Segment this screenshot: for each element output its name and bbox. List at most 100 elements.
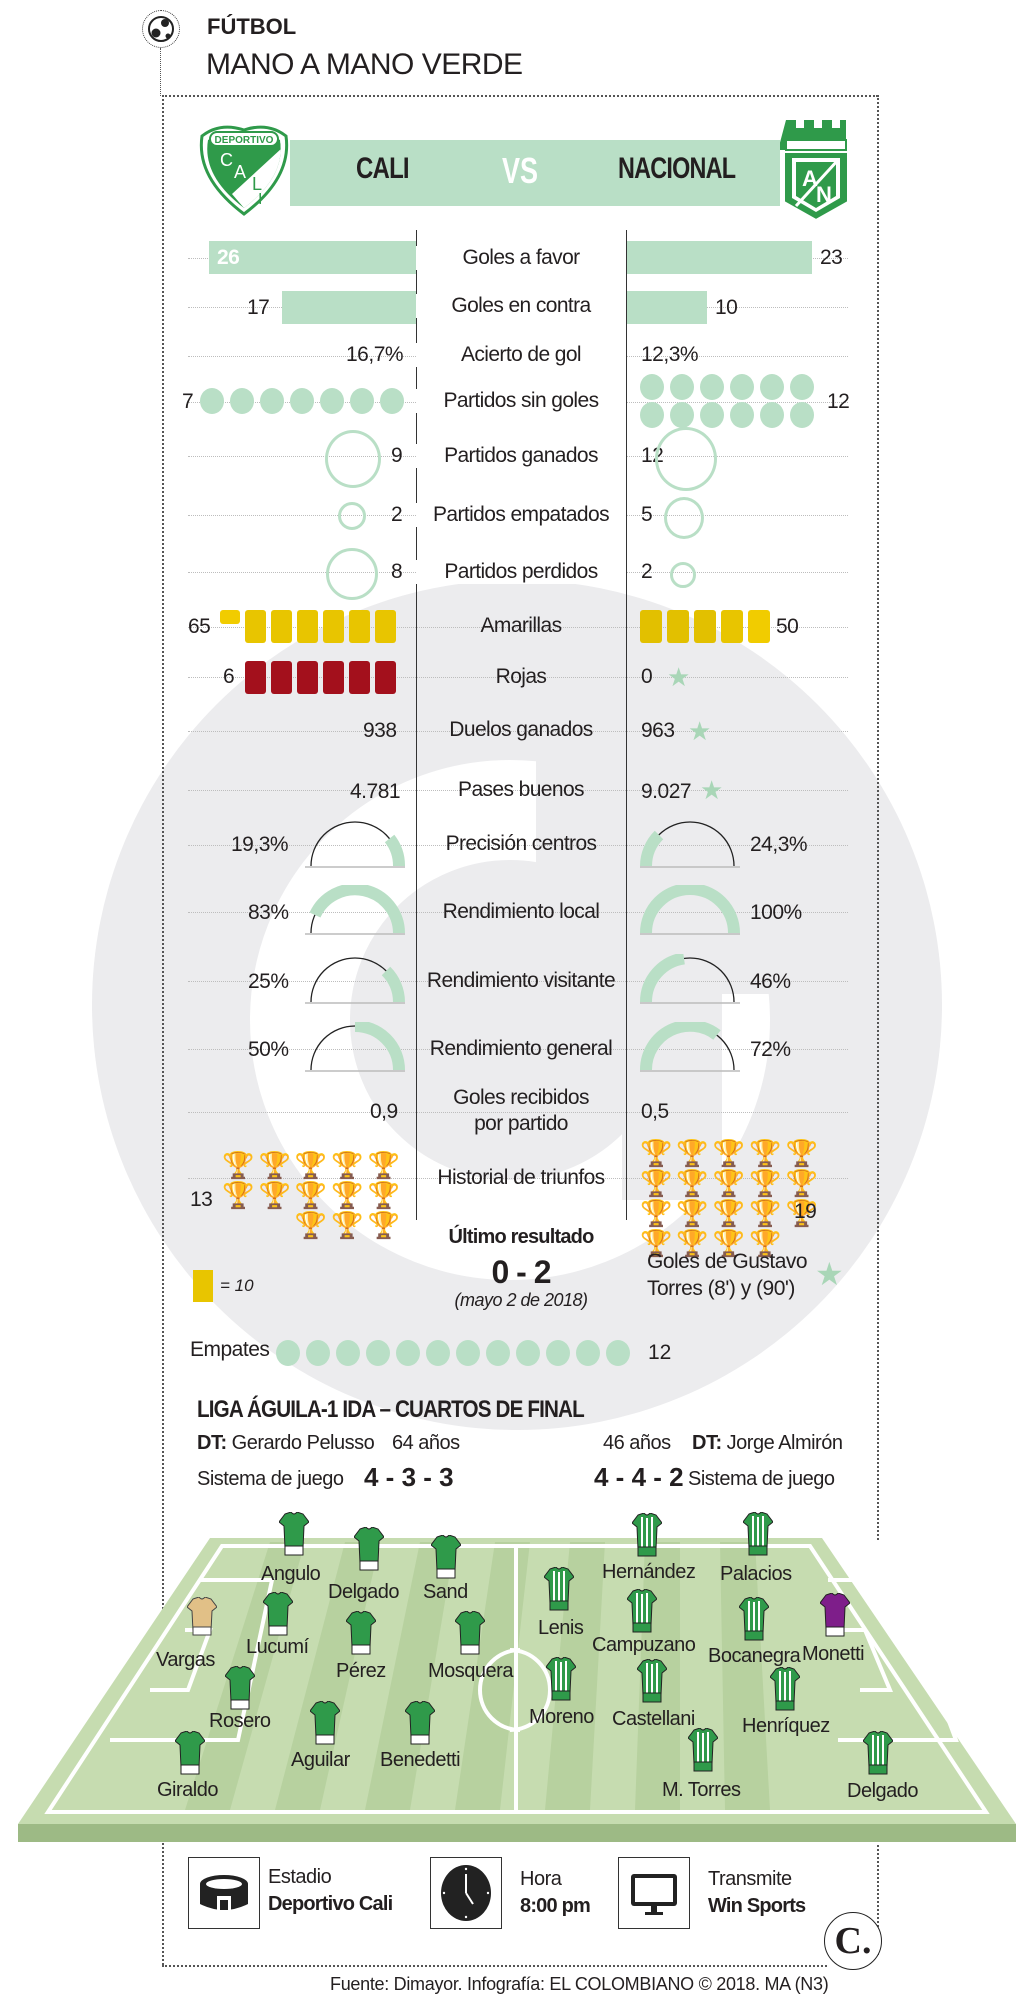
player-delgado-cali[interactable] xyxy=(353,1526,385,1578)
page-title: MANO A MANO VERDE xyxy=(206,48,523,81)
yellow-cards-left xyxy=(220,610,396,643)
value-left-general: 50% xyxy=(248,1038,289,1061)
star-icon: ★ xyxy=(667,662,691,692)
gauge-right-precision xyxy=(640,821,740,868)
last-result-title: Último resultado xyxy=(448,1226,595,1248)
stat-label-acierto: Acierto de gol xyxy=(416,343,626,367)
value-right-pases: 9.027 xyxy=(641,780,692,803)
player-lenis[interactable] xyxy=(543,1566,575,1618)
stat-label-recibidos-1: Goles recibidos xyxy=(453,1086,589,1109)
last-result-score: 0 - 2 xyxy=(491,1254,551,1290)
info-tv-line2: Win Sports xyxy=(708,1895,806,1917)
striped-jersey-icon xyxy=(545,1656,577,1701)
vs-banner xyxy=(290,140,780,206)
player-name: Sand xyxy=(423,1581,468,1603)
left-divider xyxy=(416,230,417,1220)
row-guide xyxy=(188,981,848,982)
frame-right-bottom xyxy=(877,1840,879,1955)
player-campuzano[interactable] xyxy=(626,1588,658,1640)
svg-text:N: N xyxy=(816,182,832,207)
value-left-visitante: 25% xyxy=(248,970,289,993)
star-icon: ★ xyxy=(700,775,724,805)
player-rosero[interactable] xyxy=(224,1665,256,1717)
red-cards-left xyxy=(245,661,396,694)
row-guide xyxy=(188,1178,848,1179)
stat-label-pases: Pases buenos xyxy=(458,778,585,801)
player-castellani[interactable] xyxy=(636,1658,668,1710)
jersey-icon xyxy=(353,1526,385,1571)
value-right-duelos: 963 xyxy=(641,719,675,742)
player-delgado-nacional[interactable] xyxy=(862,1730,894,1782)
value-right-precision: 24,3% xyxy=(750,833,808,856)
value-right-visitante: 46% xyxy=(750,970,791,993)
player-giraldo[interactable] xyxy=(174,1730,206,1782)
value-left-perdidos: 8 xyxy=(391,560,403,583)
value-right-recibidos: 0,5 xyxy=(641,1100,669,1123)
player-mosquera[interactable] xyxy=(454,1610,486,1662)
player-hernandez[interactable] xyxy=(631,1512,663,1564)
value-left-pases: 4.781 xyxy=(350,780,401,803)
player-aguilar[interactable] xyxy=(309,1700,341,1752)
player-name: Palacios xyxy=(720,1563,792,1585)
row-guide xyxy=(188,1049,848,1050)
section-label: FÚTBOL xyxy=(207,14,297,39)
value-right-goles-favor: 23 xyxy=(820,246,843,269)
player-angulo[interactable] xyxy=(278,1511,310,1563)
dots-left-sin-goles xyxy=(200,388,404,414)
value-left-local: 83% xyxy=(248,901,289,924)
value-left-amarillas: 65 xyxy=(188,615,211,638)
circle-right-ganados xyxy=(655,427,717,491)
player-name: Benedetti xyxy=(380,1749,461,1771)
player-henriquez[interactable] xyxy=(769,1666,801,1718)
stat-label-local: Rendimiento local xyxy=(442,900,600,923)
jersey-goalkeeper-icon xyxy=(186,1596,218,1636)
player-vargas[interactable] xyxy=(172,1596,232,1642)
trophies-right: 🏆 🏆 🏆 🏆 🏆 🏆 🏆 🏆 🏆 🏆 🏆 🏆 🏆 🏆 🏆 🏆 🏆 🏆 🏆 xyxy=(640,1138,818,1258)
bar-left-goles-contra xyxy=(282,291,416,324)
player-lucumi[interactable] xyxy=(262,1591,294,1643)
team-left-name: CALI xyxy=(356,152,410,185)
value-right-rojas: 0 xyxy=(641,665,653,688)
stat-label-duelos: Duelos ganados xyxy=(449,718,593,741)
value-right-historial: 19 xyxy=(794,1200,817,1223)
star-icon: ★ xyxy=(815,1256,844,1292)
player-name: Vargas xyxy=(156,1649,215,1671)
player-name: Castellani xyxy=(612,1708,695,1730)
player-name: Campuzano xyxy=(592,1634,696,1656)
yellow-cards-right xyxy=(640,610,770,643)
stat-label-general: Rendimiento general xyxy=(429,1037,613,1060)
player-palacios[interactable] xyxy=(742,1511,774,1563)
frame-left xyxy=(162,95,164,1965)
row-guide xyxy=(188,790,848,791)
circle-left-empatados xyxy=(338,502,366,530)
info-stadium-line1: Estadio xyxy=(268,1866,332,1888)
jersey-icon xyxy=(404,1700,436,1745)
value-left-goles-contra: 17 xyxy=(247,296,270,319)
striped-jersey-icon xyxy=(738,1596,770,1641)
player-moreno[interactable] xyxy=(545,1656,577,1708)
jersey-icon xyxy=(262,1591,294,1636)
tv-icon-box xyxy=(618,1857,690,1929)
cali-badge-icon: DEPORTIVO C A L I xyxy=(196,118,292,218)
player-name: Delgado xyxy=(328,1581,400,1603)
player-bocanegra[interactable] xyxy=(738,1596,770,1648)
row-guide xyxy=(188,731,848,732)
scorers-line2: Torres (8') y (90') xyxy=(647,1277,795,1300)
stat-label-perdidos: Partidos perdidos xyxy=(416,560,626,584)
player-monetti[interactable] xyxy=(819,1592,851,1644)
stat-label-goles-contra: Goles en contra xyxy=(416,294,626,318)
jersey-icon xyxy=(345,1610,377,1655)
gauge-left-precision xyxy=(305,821,405,868)
player-perez[interactable] xyxy=(345,1610,377,1662)
player-benedetti[interactable] xyxy=(404,1700,436,1752)
value-left-sin-goles: 7 xyxy=(182,390,194,413)
svg-text:DEPORTIVO: DEPORTIVO xyxy=(215,135,274,146)
value-left-precision: 19,3% xyxy=(231,833,289,856)
striped-jersey-icon xyxy=(543,1566,575,1611)
player-m-torres[interactable] xyxy=(687,1727,719,1779)
row-guide xyxy=(188,1112,848,1113)
player-sand[interactable] xyxy=(430,1534,462,1586)
info-time-line1: Hora xyxy=(520,1868,562,1890)
stadium-icon xyxy=(200,1875,248,1910)
stat-label-recibidos-2: por partido xyxy=(474,1112,568,1135)
